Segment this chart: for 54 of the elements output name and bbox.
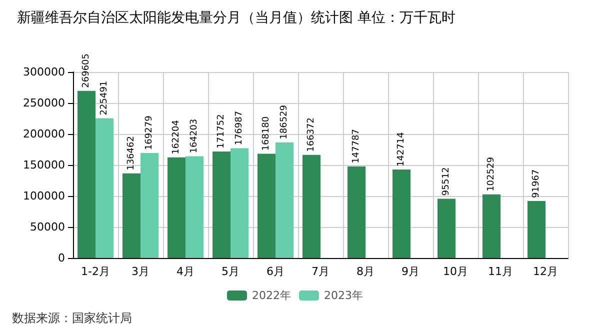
data-label: 91967	[532, 169, 542, 198]
bar	[302, 154, 320, 258]
x-tick-label: 12月	[533, 265, 558, 278]
data-label: 176987	[234, 110, 244, 146]
bar	[186, 156, 204, 258]
bar	[276, 142, 294, 258]
data-label: 169279	[144, 115, 154, 150]
data-label: 171752	[216, 114, 226, 149]
x-tick-label: 4月	[176, 265, 194, 278]
y-tick-label: 150000	[23, 158, 65, 172]
data-label: 225491	[100, 80, 110, 116]
data-label: 168180	[262, 116, 272, 151]
y-tick-label: 100000	[23, 190, 65, 202]
bar	[230, 148, 248, 258]
bar	[168, 157, 186, 258]
x-tick-label: 10月	[443, 265, 468, 278]
data-label: 102529	[486, 156, 496, 192]
x-tick-label: 8月	[356, 265, 374, 278]
bar	[122, 173, 140, 258]
bar	[140, 153, 158, 258]
bar	[212, 152, 230, 258]
bar	[96, 118, 114, 258]
data-label: 186529	[280, 104, 290, 140]
data-label: 142714	[396, 132, 406, 167]
bar	[78, 90, 96, 258]
data-label: 147787	[352, 129, 362, 164]
legend-label: 2023年	[324, 289, 363, 302]
y-tick-label: 250000	[23, 96, 65, 110]
data-label: 95512	[442, 167, 452, 196]
bar	[528, 200, 546, 258]
data-label: 166372	[306, 117, 316, 152]
data-label: 162204	[172, 120, 182, 154]
y-tick-label: 300000	[23, 66, 65, 78]
x-tick-label: 9月	[402, 265, 420, 278]
x-tick-label: 6月	[266, 265, 284, 278]
source-note: 数据来源：国家统计局	[12, 311, 132, 325]
y-tick-label: 200000	[23, 128, 65, 140]
x-tick-label: 7月	[312, 265, 330, 278]
chart-title: 新疆维吾尔自治区太阳能发电量分月（当月值）统计图 单位：万千瓦时	[17, 10, 456, 26]
data-label: 164203	[190, 118, 200, 154]
x-tick-label: 11月	[488, 265, 513, 278]
bar	[438, 198, 456, 258]
y-tick-label: 0	[58, 252, 65, 264]
bar	[392, 170, 410, 258]
bar	[348, 166, 366, 258]
data-label: 269605	[82, 53, 92, 88]
y-tick-label: 50000	[30, 220, 65, 234]
x-tick-label: 5月	[222, 265, 240, 278]
legend-label: 2022年	[252, 289, 292, 302]
bar	[258, 154, 276, 258]
data-label: 136462	[126, 136, 136, 170]
x-tick-label: 3月	[132, 265, 150, 278]
bar	[482, 194, 500, 258]
x-tick-label: 1-2月	[81, 265, 110, 278]
